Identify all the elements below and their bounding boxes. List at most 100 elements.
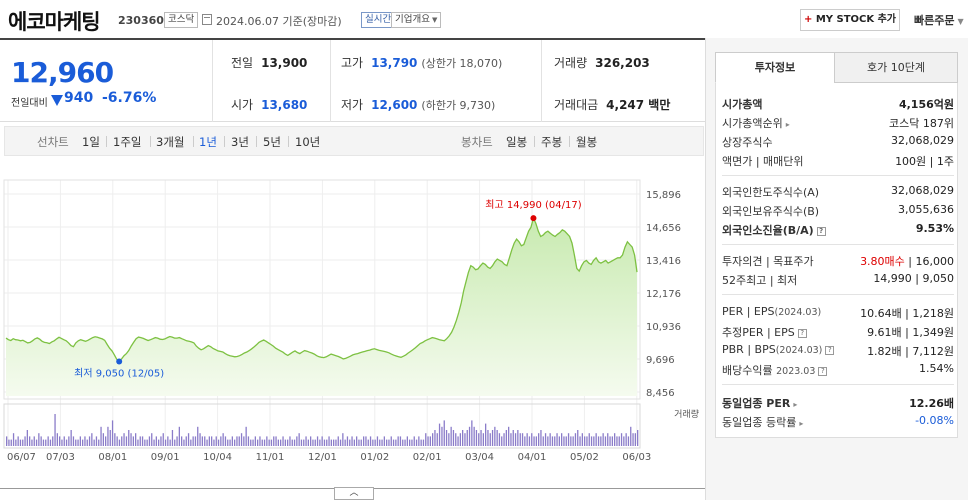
volume-bar	[236, 436, 238, 446]
volume-bar	[199, 433, 201, 446]
volume-bar	[482, 433, 484, 446]
tab-5y[interactable]: 5년	[263, 135, 281, 149]
prev-close: 전일 13,900	[231, 54, 307, 71]
volume-bar	[107, 426, 109, 446]
help-icon[interactable]: ?	[818, 367, 828, 376]
volume-bar	[220, 436, 222, 446]
foreign-hold-value: 3,055,636	[898, 203, 954, 216]
volume-bar	[637, 430, 639, 446]
volume-bar	[561, 433, 563, 446]
volume-bar	[620, 433, 623, 446]
stock-code: 230360	[118, 14, 164, 27]
volume-bar	[494, 426, 496, 446]
price-chart: 15,896 14,656 13,416 12,176 10,936 9,696 8,456…	[0, 160, 705, 500]
volume-bar	[487, 430, 489, 446]
volume-bar	[411, 439, 413, 446]
tab-order-book[interactable]: 호가 10단계	[834, 52, 958, 83]
volume-bar	[514, 433, 517, 446]
open-price: 시가 13,680	[231, 96, 307, 113]
tab-daily[interactable]: 일봉	[506, 135, 528, 149]
volume-bar	[319, 439, 321, 446]
low-value: 12,600	[371, 98, 418, 112]
price-summary: 12,960 전일대비 940 -6.76% 전일 13,900 고가 13,790…	[0, 40, 705, 122]
volume-label: 거래량	[674, 408, 699, 420]
tab-monthly[interactable]: 월봉	[576, 135, 598, 149]
x-tick-label: 08/01	[98, 452, 127, 463]
volume-bar	[54, 414, 56, 446]
tab-3y[interactable]: 3년	[231, 135, 249, 149]
volume-bar	[586, 436, 588, 446]
volume-bar	[240, 433, 243, 446]
volume-bar	[609, 436, 611, 446]
week52-label: 52주최고 | 최저	[722, 274, 798, 287]
industry-per-row: 동일업종 PER ▸ 12.26배	[722, 395, 954, 413]
volume-bar	[178, 426, 180, 446]
volume-bar	[399, 436, 402, 446]
volume-bar	[395, 439, 397, 446]
help-icon[interactable]: ?	[825, 346, 835, 355]
industry-per-value: 12.26배	[909, 397, 954, 410]
change-label: 전일대비	[11, 98, 48, 109]
divider	[722, 294, 954, 295]
volume-bar	[63, 436, 65, 446]
volume-bar	[38, 433, 40, 446]
tab-3m[interactable]: 3개월	[156, 135, 185, 149]
volume-bar	[625, 433, 627, 446]
volume-bar	[289, 436, 291, 446]
help-icon[interactable]: ?	[816, 227, 826, 236]
tab-1d[interactable]: 1일	[82, 135, 100, 149]
volume-bar	[268, 439, 270, 446]
tab-1w[interactable]: 1주일	[113, 135, 142, 149]
est-per-value: 9.61배 | 1,349원	[867, 326, 954, 339]
volume-bar	[135, 433, 137, 446]
tab-weekly[interactable]: 주봉	[541, 135, 563, 149]
expand-chart-button[interactable]: ︿	[334, 487, 374, 500]
opinion-row: 투자의견 | 목표주가 3.80매수 | 16,000	[722, 255, 955, 268]
tab-10y[interactable]: 10년	[295, 135, 321, 149]
volume-bar	[169, 439, 171, 446]
volume-bar	[595, 433, 597, 446]
plus-icon: +	[803, 14, 816, 25]
volume-bar	[337, 436, 339, 446]
company-summary-dropdown[interactable]: 기업개요 ▼	[391, 12, 442, 28]
tab-1y[interactable]: 1년	[199, 135, 217, 149]
volume-bar	[252, 439, 254, 446]
x-tick-label: 12/01	[308, 452, 337, 463]
dividend-label: 배당수익률	[722, 364, 773, 377]
volume-bar	[139, 436, 141, 446]
x-tick-label: 05/02	[570, 452, 599, 463]
divider	[212, 40, 213, 122]
dividend-row: 배당수익률 2023.03? 1.54%	[722, 362, 954, 380]
volume-bar	[353, 439, 355, 446]
volume-bar	[86, 439, 88, 446]
tab-invest-info[interactable]: 투자정보	[715, 52, 835, 83]
volume-bar	[445, 430, 448, 446]
trade-value-value: 4,247 백만	[606, 98, 671, 112]
volume-bar	[533, 436, 535, 446]
volume-bar	[116, 436, 118, 446]
volume-bar	[392, 439, 395, 446]
volume-bar	[8, 439, 10, 446]
volume-bar	[15, 439, 17, 446]
fast-order-button[interactable]: 빠른주문 ▼	[914, 12, 964, 28]
volume-bar	[194, 436, 197, 446]
add-mystock-button[interactable]: + MY STOCK 추가	[800, 9, 900, 31]
market-cap-label: 시가총액	[722, 98, 763, 111]
volume-bar	[141, 436, 144, 446]
volume-bar	[167, 436, 169, 446]
volume-bar	[162, 433, 164, 446]
chevron-right-icon: ▸	[799, 419, 804, 428]
volume-bar	[602, 433, 604, 446]
chevron-up-icon: ︿	[349, 488, 359, 498]
volume-bar	[574, 433, 577, 446]
y-tick-label: 15,896	[646, 190, 681, 201]
volume-bar	[485, 423, 487, 446]
volume-bar	[164, 439, 167, 446]
divider	[722, 384, 954, 385]
est-per-row: 추정PER | EPS? 9.61배 | 1,349원	[722, 324, 954, 342]
volume-bar	[300, 439, 303, 446]
base-date: 2024.06.07 기준(장마감)	[216, 15, 342, 28]
max-label: 최고 14,990 (04/17)	[485, 199, 581, 211]
help-icon[interactable]: ?	[797, 329, 807, 338]
target-price: 16,000	[915, 255, 955, 268]
